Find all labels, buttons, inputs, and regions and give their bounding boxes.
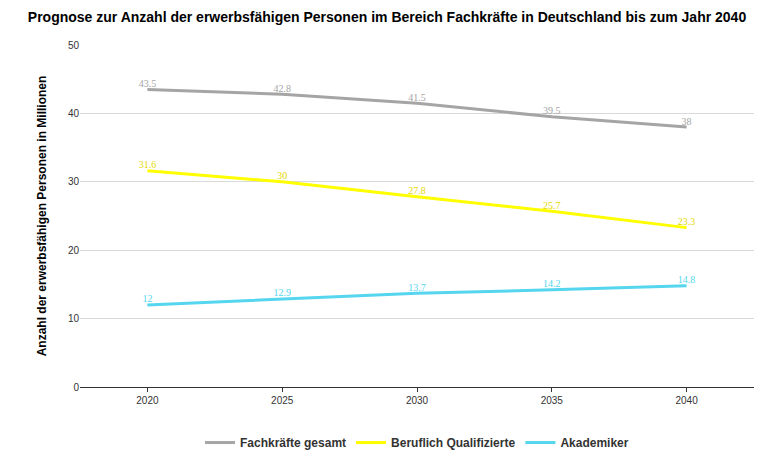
svg-text:30: 30: [68, 176, 80, 187]
svg-text:14.8: 14.8: [678, 274, 696, 285]
svg-text:10: 10: [68, 313, 80, 324]
svg-text:12.9: 12.9: [273, 287, 291, 298]
svg-text:20: 20: [68, 245, 80, 256]
svg-text:2030: 2030: [406, 395, 429, 406]
svg-text:12: 12: [142, 293, 152, 304]
svg-text:13.7: 13.7: [408, 282, 426, 293]
svg-text:2025: 2025: [271, 395, 294, 406]
svg-text:40: 40: [68, 108, 80, 119]
svg-text:Beruflich Qualifizierte: Beruflich Qualifizierte: [391, 436, 515, 450]
svg-text:31.6: 31.6: [139, 159, 157, 170]
svg-text:2040: 2040: [675, 395, 698, 406]
svg-text:Prognose zur Anzahl der erwerb: Prognose zur Anzahl der erwerbsfähigen P…: [28, 9, 747, 25]
svg-text:2020: 2020: [136, 395, 159, 406]
svg-text:42.8: 42.8: [273, 83, 291, 94]
svg-text:0: 0: [73, 382, 79, 393]
svg-text:27.8: 27.8: [408, 185, 426, 196]
svg-text:25.7: 25.7: [543, 200, 561, 211]
svg-text:Fachkräfte gesamt: Fachkräfte gesamt: [240, 436, 346, 450]
svg-text:30: 30: [277, 170, 287, 181]
svg-text:2035: 2035: [541, 395, 564, 406]
svg-text:23.3: 23.3: [678, 216, 696, 227]
svg-text:43.5: 43.5: [139, 78, 157, 89]
svg-text:41.5: 41.5: [408, 92, 426, 103]
svg-text:50: 50: [68, 40, 80, 51]
svg-text:Akademiker: Akademiker: [560, 436, 628, 450]
svg-text:14.2: 14.2: [543, 278, 561, 289]
svg-text:Anzahl der erwerbsfähigen Pers: Anzahl der erwerbsfähigen Personen in Mi…: [35, 76, 49, 357]
svg-text:38: 38: [682, 116, 692, 127]
svg-text:39.5: 39.5: [543, 105, 561, 116]
